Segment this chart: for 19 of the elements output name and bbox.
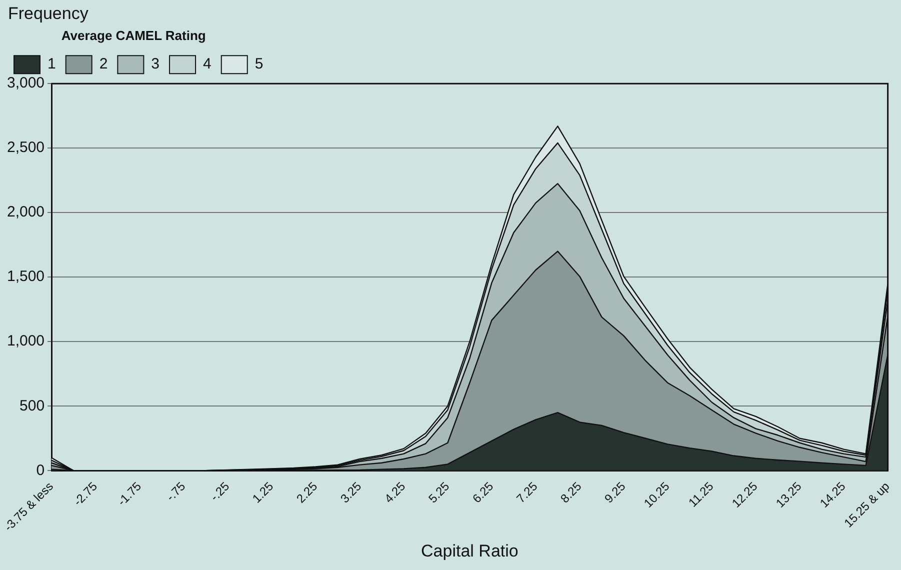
y-axis-title: Frequency bbox=[8, 4, 88, 24]
y-tick-label: 1,000 bbox=[6, 332, 45, 350]
legend-label: 4 bbox=[203, 56, 212, 73]
y-tick-label: 0 bbox=[36, 462, 45, 479]
legend-title: Average CAMEL Rating bbox=[61, 28, 206, 44]
y-tick-label: 2,500 bbox=[6, 139, 45, 156]
x-tick-label: 4.25 bbox=[382, 479, 408, 506]
legend-label: 2 bbox=[99, 56, 108, 73]
legend-label: 5 bbox=[254, 56, 264, 73]
y-tick-label: 3,000 bbox=[6, 74, 45, 92]
x-tick-label: -.75 bbox=[164, 479, 188, 504]
y-tick-label: 2,000 bbox=[6, 204, 45, 221]
x-tick-label: -.25 bbox=[208, 479, 232, 504]
legend-label: 3 bbox=[151, 56, 160, 73]
x-tick-label: 7.25 bbox=[514, 479, 540, 506]
x-axis-title: Capital Ratio bbox=[421, 541, 518, 560]
y-tick-label: 1,500 bbox=[6, 268, 45, 286]
y-tick-label: 500 bbox=[20, 397, 45, 414]
legend-label: 1 bbox=[48, 56, 56, 73]
